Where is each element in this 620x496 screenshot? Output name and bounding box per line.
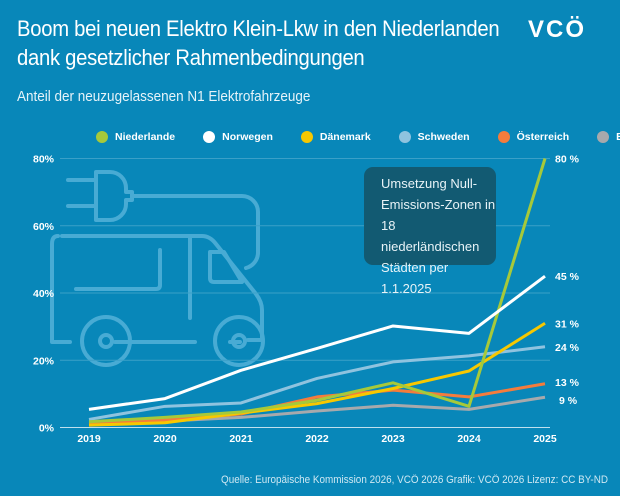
legend-dot-icon xyxy=(597,131,610,143)
end-label: 9 % xyxy=(559,395,578,407)
annotation-box: Umsetzung Null-Emissions-Zonen in 18 nie… xyxy=(364,167,496,296)
legend-dot-icon xyxy=(96,131,108,143)
y-tick-label: 40% xyxy=(33,288,55,300)
gridlines xyxy=(60,158,550,428)
x-axis: 2019 2020 2021 2022 2023 2024 2025 xyxy=(77,433,557,445)
van-plug-icon xyxy=(50,170,265,367)
series-lines xyxy=(88,158,547,427)
legend-item: Schweden xyxy=(398,131,470,143)
legend-label: Norwegen xyxy=(222,131,273,143)
legend-label: Österreich xyxy=(516,131,570,143)
end-label: 24 % xyxy=(555,342,580,354)
legend-dot-icon xyxy=(398,131,411,143)
end-label: 13 % xyxy=(555,377,580,389)
legend-label: Dänemark xyxy=(319,131,371,143)
series-line-niederlande xyxy=(88,158,547,424)
title-line-2: dank gesetzlicher Rahmenbedingungen xyxy=(17,45,365,70)
end-label: 31 % xyxy=(555,318,580,330)
legend-dot-icon xyxy=(300,131,313,143)
y-tick-label: 80% xyxy=(33,154,55,166)
vco-logo: VCÖ xyxy=(528,16,587,43)
y-tick-label: 0% xyxy=(39,423,55,435)
series-line-norwegen xyxy=(88,274,546,411)
legend-item: EU xyxy=(597,131,620,143)
chart-title: Boom bei neuen Elektro Klein-Lkw in den … xyxy=(17,14,500,72)
legend: Niederlande Norwegen Dänemark Schweden Öster… xyxy=(96,131,620,143)
x-tick-label: 2025 xyxy=(533,433,557,445)
y-tick-label: 60% xyxy=(33,221,55,233)
x-tick-label: 2020 xyxy=(153,433,177,445)
y-tick-label: 20% xyxy=(33,355,55,367)
x-tick-label: 2019 xyxy=(77,433,101,445)
x-tick-label: 2023 xyxy=(381,433,405,445)
legend-label: EU xyxy=(616,131,620,143)
source-note: Quelle: Europäische Kommission 2026, VCÖ… xyxy=(220,474,608,486)
series-line-österreich xyxy=(88,382,546,426)
chart-subtitle: Anteil der neuzugelassenen N1 Elektrofah… xyxy=(17,88,311,105)
y-axis: 0% 20% 40% 60% 80% xyxy=(33,154,55,435)
x-tick-label: 2021 xyxy=(229,433,253,445)
legend-item: Norwegen xyxy=(203,131,273,143)
legend-item: Österreich xyxy=(497,131,570,143)
x-tick-label: 2024 xyxy=(457,433,481,445)
x-tick-label: 2022 xyxy=(305,433,329,445)
title-line-1: Boom bei neuen Elektro Klein-Lkw in den … xyxy=(17,16,500,41)
legend-dot-icon xyxy=(203,131,216,143)
legend-label: Niederlande xyxy=(115,131,176,143)
legend-item: Niederlande xyxy=(96,131,175,143)
legend-item: Dänemark xyxy=(300,131,371,143)
series-line-dänemark xyxy=(88,321,546,427)
end-label: 80 % xyxy=(555,154,580,166)
end-labels: 80 % 45 % 31 % 24 % 13 % 9 % xyxy=(555,154,580,408)
legend-dot-icon xyxy=(497,131,510,143)
end-label: 45 % xyxy=(555,271,580,283)
legend-label: Schweden xyxy=(417,131,470,143)
series-line-schweden xyxy=(88,345,546,421)
